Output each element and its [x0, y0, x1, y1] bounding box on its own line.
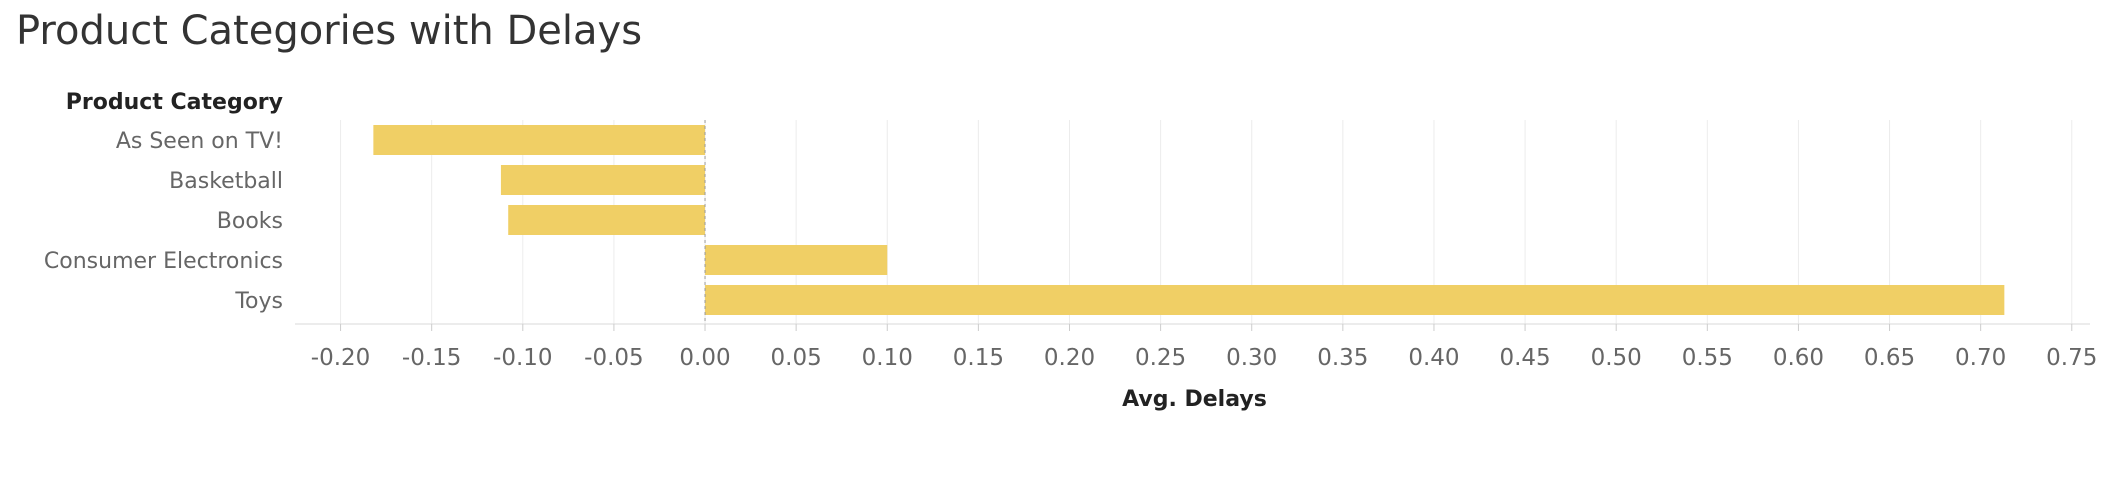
x-tick-label: 0.30: [1226, 345, 1277, 371]
category-label: Basketball: [169, 169, 283, 194]
x-axis-ticks: -0.20 -0.15 -0.10 -0.05 0.00 0.05 0.10 0.15 0.20…: [311, 324, 2097, 371]
x-tick-label: 0.40: [1408, 345, 1459, 371]
x-tick-label: 0.65: [1864, 345, 1915, 371]
x-axis-title: Avg. Delays: [1122, 387, 1267, 412]
bar[interactable]: [705, 285, 2005, 315]
x-tick-label: -0.20: [311, 345, 371, 371]
x-tick-label: 0.55: [1682, 345, 1733, 371]
category-labels: As Seen on TV! Basketball Books Consumer El…: [44, 129, 283, 314]
category-label: Toys: [234, 289, 283, 314]
x-tick-label: 0.15: [953, 345, 1004, 371]
category-label: Books: [217, 209, 283, 234]
x-tick-label: 0.50: [1591, 345, 1642, 371]
x-tick-label: 0.10: [862, 345, 913, 371]
x-tick-label: 0.45: [1499, 345, 1550, 371]
row-header: Product Category: [66, 90, 283, 115]
category-label: Consumer Electronics: [44, 249, 283, 274]
x-tick-label: 0.60: [1773, 345, 1824, 371]
x-tick-label: -0.05: [584, 345, 644, 371]
x-tick-label: 0.05: [771, 345, 822, 371]
x-tick-label: -0.15: [402, 345, 462, 371]
bars: [373, 125, 2005, 315]
bar[interactable]: [373, 125, 706, 155]
bar[interactable]: [508, 205, 706, 235]
x-tick-label: -0.10: [493, 345, 553, 371]
x-tick-label: 0.70: [1955, 345, 2006, 371]
x-tick-label: 0.20: [1044, 345, 1095, 371]
x-tick-label: 0.25: [1135, 345, 1186, 371]
bar[interactable]: [705, 245, 888, 275]
x-tick-label: 0.35: [1317, 345, 1368, 371]
x-tick-label: 0.75: [2046, 345, 2097, 371]
chart-title: Product Categories with Delays: [16, 8, 643, 54]
x-tick-label: 0.00: [679, 345, 730, 371]
bar[interactable]: [500, 165, 706, 195]
category-label: As Seen on TV!: [116, 129, 283, 154]
